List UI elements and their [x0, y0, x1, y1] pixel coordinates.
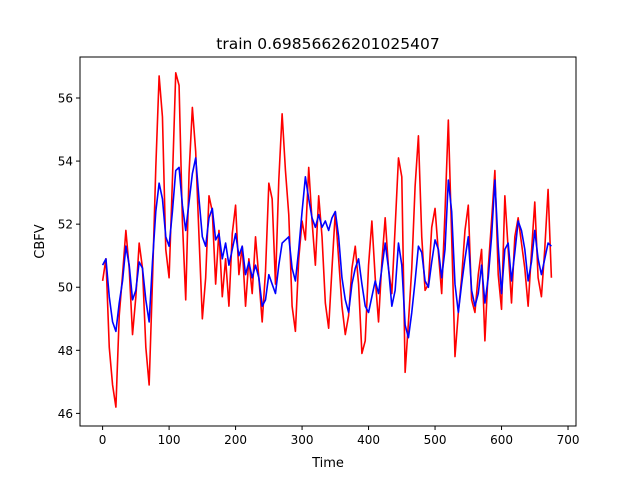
y-tick-label: 48 — [58, 344, 73, 358]
x-tick-label: 600 — [490, 433, 513, 447]
y-tick-label: 52 — [58, 218, 73, 232]
chart-title: train 0.69856626201025407 — [216, 35, 439, 53]
x-tick-label: 100 — [158, 433, 181, 447]
x-axis: 0 100 200 300 400 500 600 700 — [99, 426, 580, 447]
x-tick-label: 400 — [357, 433, 380, 447]
x-tick-label: 700 — [557, 433, 580, 447]
plot-frame — [79, 56, 577, 427]
x-tick-label: 200 — [224, 433, 247, 447]
series-line-1 — [101, 157, 552, 339]
y-tick-label: 54 — [58, 155, 73, 169]
y-tick-label: 56 — [58, 92, 73, 106]
x-tick-label: 500 — [424, 433, 447, 447]
y-tick-label: 50 — [58, 281, 73, 295]
x-axis-label: Time — [311, 456, 344, 471]
series-line-0 — [101, 71, 553, 408]
y-axis: 46 48 50 52 54 56 — [58, 92, 80, 421]
y-tick-label: 46 — [58, 407, 73, 421]
y-axis-label: CBFV — [33, 224, 48, 258]
series-layer — [101, 71, 553, 408]
x-tick-label: 300 — [291, 433, 314, 447]
x-tick-label: 0 — [99, 433, 107, 447]
